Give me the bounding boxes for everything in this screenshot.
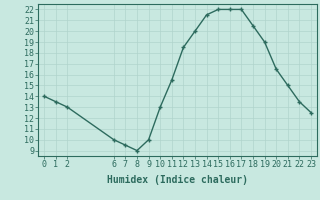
X-axis label: Humidex (Indice chaleur): Humidex (Indice chaleur) xyxy=(107,175,248,185)
